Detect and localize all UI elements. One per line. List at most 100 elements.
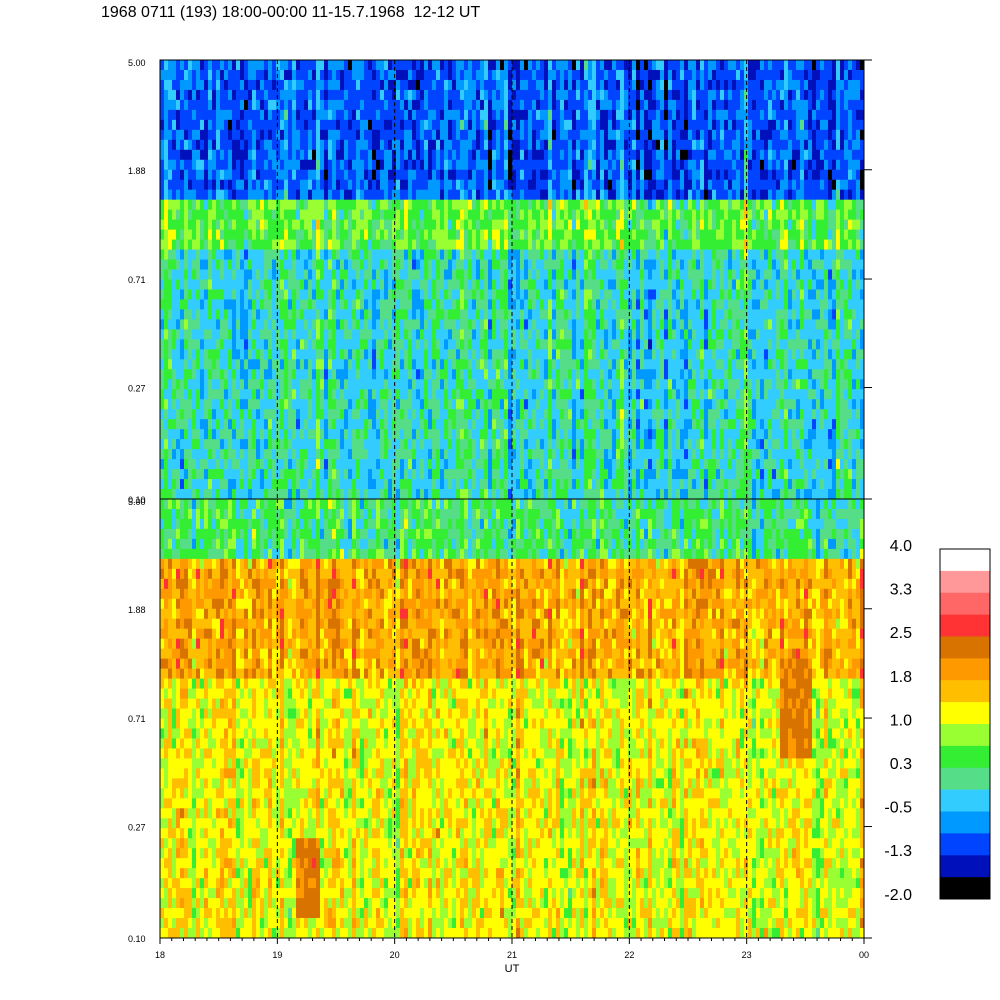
heatmap-cell (724, 129, 729, 141)
heatmap-cell (524, 309, 529, 320)
heatmap-cell (792, 269, 797, 280)
heatmap-cell (732, 199, 737, 211)
heatmap-cell (404, 149, 409, 161)
heatmap-cell (568, 209, 573, 221)
heatmap-cell (292, 319, 297, 330)
heatmap-cell (816, 159, 821, 171)
heatmap-cell (456, 189, 461, 201)
heatmap-cell (728, 179, 733, 191)
heatmap-cell (200, 229, 205, 240)
heatmap-cell (396, 89, 401, 101)
heatmap-cell (748, 139, 753, 151)
heatmap-cell (764, 139, 769, 151)
heatmap-cell (556, 159, 561, 171)
heatmap-cell (788, 219, 793, 231)
heatmap-cell (628, 99, 633, 111)
heatmap-cell (840, 139, 845, 151)
heatmap-cell (736, 299, 741, 310)
heatmap-cell (520, 179, 525, 191)
heatmap-cell (416, 169, 421, 181)
heatmap-cell (348, 329, 353, 340)
heatmap-cell (564, 139, 569, 151)
heatmap-cell (256, 159, 261, 171)
heatmap-cell (780, 299, 785, 310)
heatmap-cell (456, 179, 461, 191)
heatmap-cell (636, 179, 641, 191)
heatmap-cell (240, 319, 245, 330)
heatmap-cell (448, 239, 453, 250)
heatmap-cell (192, 319, 197, 330)
heatmap-cell (548, 199, 553, 211)
heatmap-cell (396, 69, 401, 81)
heatmap-cell (412, 149, 417, 161)
heatmap-cell (444, 319, 449, 330)
heatmap-cell (292, 229, 297, 240)
heatmap-cell (824, 329, 829, 340)
heatmap-cell (460, 129, 465, 141)
heatmap-cell (452, 279, 457, 290)
heatmap-cell (280, 279, 285, 290)
heatmap-cell (532, 79, 537, 91)
heatmap-cell (688, 319, 693, 330)
heatmap-cell (440, 159, 445, 171)
heatmap-cell (180, 79, 185, 91)
heatmap-cell (204, 60, 209, 71)
heatmap-cell (660, 329, 665, 340)
heatmap-cell (584, 179, 589, 191)
heatmap-cell (472, 149, 477, 161)
heatmap-cell (824, 129, 829, 141)
heatmap-cell (716, 329, 721, 340)
heatmap-cell (612, 169, 617, 181)
heatmap-cell (672, 159, 677, 171)
heatmap-cell (368, 99, 373, 111)
heatmap-cell (312, 209, 317, 221)
heatmap-cell (588, 279, 593, 290)
heatmap-cell (764, 79, 769, 91)
heatmap-cell (636, 199, 641, 211)
heatmap-cell (776, 89, 781, 101)
heatmap-cell (184, 89, 189, 101)
heatmap-cell (716, 169, 721, 181)
heatmap-cell (400, 119, 405, 131)
heatmap-cell (428, 249, 433, 260)
heatmap-cell (488, 129, 493, 141)
heatmap-cell (544, 89, 549, 101)
heatmap-cell (704, 279, 709, 290)
heatmap-cell (572, 309, 577, 320)
heatmap-cell (480, 329, 485, 340)
heatmap-cell (712, 159, 717, 171)
heatmap-cell (592, 269, 597, 280)
heatmap-cell (788, 319, 793, 330)
heatmap-cell (532, 229, 537, 240)
heatmap-cell (452, 139, 457, 151)
heatmap-cell (784, 309, 789, 320)
heatmap-cell (528, 309, 533, 320)
heatmap-cell (464, 309, 469, 320)
heatmap-cell (236, 209, 241, 221)
heatmap-cell (632, 149, 637, 161)
heatmap-cell (680, 239, 685, 250)
heatmap-cell (360, 60, 365, 71)
heatmap-cell (400, 179, 405, 191)
heatmap-cell (672, 259, 677, 270)
heatmap-cell (656, 259, 661, 270)
heatmap-cell (344, 179, 349, 191)
heatmap-cell (660, 249, 665, 260)
heatmap-cell (780, 249, 785, 260)
heatmap-cell (856, 219, 861, 231)
heatmap-cell (628, 149, 633, 161)
heatmap-cell (248, 259, 253, 270)
heatmap-cell (608, 319, 613, 330)
heatmap-cell (240, 209, 245, 221)
heatmap-cell (444, 189, 449, 201)
heatmap-cell (180, 239, 185, 250)
heatmap-cell (740, 159, 745, 171)
heatmap-cell (796, 189, 801, 201)
heatmap-cell (484, 169, 489, 181)
heatmap-cell (668, 149, 673, 161)
heatmap-cell (768, 99, 773, 111)
heatmap-cell (180, 229, 185, 240)
heatmap-cell (816, 149, 821, 161)
heatmap-cell (332, 269, 337, 280)
heatmap-cell (292, 109, 297, 121)
